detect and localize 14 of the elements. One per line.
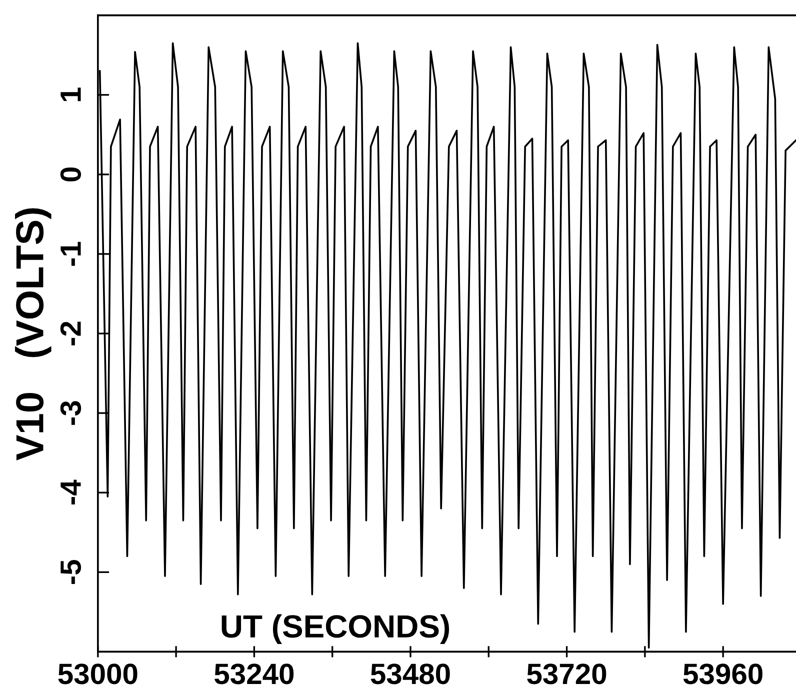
x-tick-label: 53240: [214, 664, 294, 684]
x-tick-label: 53720: [527, 664, 606, 684]
y-tick-label: -5: [60, 560, 82, 584]
y-tick-label: -1: [60, 242, 81, 266]
x-tick-label: 53000: [58, 664, 138, 684]
y-tick-label: -3: [60, 401, 82, 425]
x-axis-title: UT (SECONDS): [222, 614, 450, 644]
x-tick-label: 53960: [683, 664, 762, 684]
y-tick-label: -2: [60, 322, 81, 346]
y-tick-label: 1: [60, 88, 81, 102]
y-tick-label: -4: [60, 480, 81, 504]
y-tick-label: 0: [60, 168, 82, 182]
x-tick-label: 53480: [370, 664, 450, 684]
y-axis-title: V10 (VOLTS): [15, 208, 52, 460]
